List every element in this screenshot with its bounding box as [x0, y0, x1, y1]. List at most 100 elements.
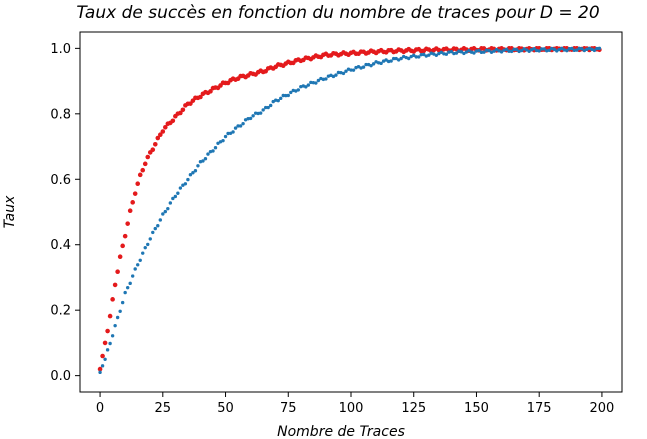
data-point — [135, 181, 141, 187]
x-tick-label: 100 — [339, 401, 364, 416]
data-point — [274, 98, 278, 102]
data-point — [336, 70, 341, 75]
data-point — [173, 194, 178, 199]
data-point — [123, 290, 127, 295]
data-point — [577, 46, 582, 51]
data-point — [181, 183, 185, 187]
data-point — [570, 46, 574, 51]
data-point — [110, 297, 115, 302]
data-point — [115, 269, 120, 275]
data-point — [256, 111, 260, 116]
data-point — [261, 108, 265, 112]
data-point — [580, 47, 584, 51]
data-point — [186, 177, 190, 182]
data-point — [226, 131, 230, 136]
data-point — [160, 129, 166, 134]
data-point — [281, 93, 285, 98]
plot-area-frame — [79, 31, 623, 393]
data-point — [137, 172, 143, 178]
data-point — [351, 68, 356, 72]
data-point — [379, 61, 383, 66]
data-point — [316, 78, 321, 83]
data-point — [127, 208, 133, 213]
data-point — [142, 161, 148, 167]
x-tick-label: 200 — [590, 401, 615, 416]
data-point — [188, 173, 193, 177]
data-point — [454, 51, 459, 55]
data-point — [386, 59, 391, 64]
x-tick-label: 50 — [217, 401, 234, 416]
data-point — [166, 206, 170, 211]
data-point — [163, 209, 168, 214]
series-2 — [98, 46, 602, 375]
data-point — [238, 124, 243, 128]
y-tick-label: 0.0 — [50, 369, 71, 384]
data-point — [236, 124, 240, 128]
data-point — [161, 212, 165, 216]
x-tick-label: 125 — [401, 401, 426, 416]
data-point — [459, 50, 464, 54]
data-point — [412, 53, 416, 58]
data-point — [196, 164, 200, 168]
data-point — [125, 285, 130, 290]
data-point — [286, 93, 290, 98]
data-point — [487, 48, 491, 53]
data-point — [198, 94, 203, 100]
data-point — [537, 49, 541, 53]
data-point — [178, 110, 183, 116]
data-point — [263, 105, 268, 110]
data-point — [304, 85, 308, 89]
data-point — [191, 171, 195, 175]
data-point — [107, 313, 113, 319]
y-tick-label: 0.8 — [50, 107, 71, 122]
y-tick-label: 1.0 — [50, 42, 71, 57]
series-group — [97, 46, 602, 375]
x-tick-label: 75 — [280, 401, 297, 416]
data-point — [467, 48, 471, 53]
data-point — [216, 141, 220, 146]
data-point — [419, 52, 423, 57]
data-point — [321, 77, 326, 82]
data-point — [170, 118, 176, 124]
x-tick-label: 25 — [155, 401, 172, 416]
data-point — [349, 68, 353, 72]
data-point — [246, 117, 250, 121]
data-point — [120, 243, 125, 249]
data-point — [396, 58, 401, 62]
data-point — [158, 218, 162, 222]
data-point — [492, 49, 496, 53]
data-point — [306, 83, 311, 87]
data-point — [141, 251, 145, 255]
data-point — [100, 353, 105, 359]
data-point — [105, 348, 110, 352]
data-point — [309, 80, 313, 85]
data-point — [145, 154, 151, 160]
data-point — [248, 116, 253, 121]
data-point — [140, 167, 146, 173]
data-point — [314, 81, 318, 85]
data-point — [414, 55, 418, 59]
data-point — [484, 48, 489, 52]
data-point — [231, 130, 235, 134]
data-point — [514, 47, 519, 52]
data-point — [115, 315, 120, 320]
data-point — [266, 105, 270, 110]
data-point — [97, 366, 103, 372]
data-point — [369, 63, 373, 68]
y-axis-label: Taux — [2, 195, 18, 229]
data-point — [136, 263, 140, 267]
data-point — [276, 98, 280, 103]
data-point — [542, 47, 546, 51]
data-point — [540, 47, 544, 51]
data-point — [153, 226, 157, 231]
data-point — [547, 48, 551, 53]
data-point — [206, 152, 210, 156]
data-point — [512, 47, 516, 52]
data-point — [567, 47, 572, 51]
y-tick-label: 0.6 — [50, 173, 71, 188]
data-point — [156, 224, 160, 228]
data-point — [284, 93, 288, 98]
data-point — [356, 64, 361, 69]
data-point — [422, 52, 426, 57]
data-point — [524, 48, 529, 52]
